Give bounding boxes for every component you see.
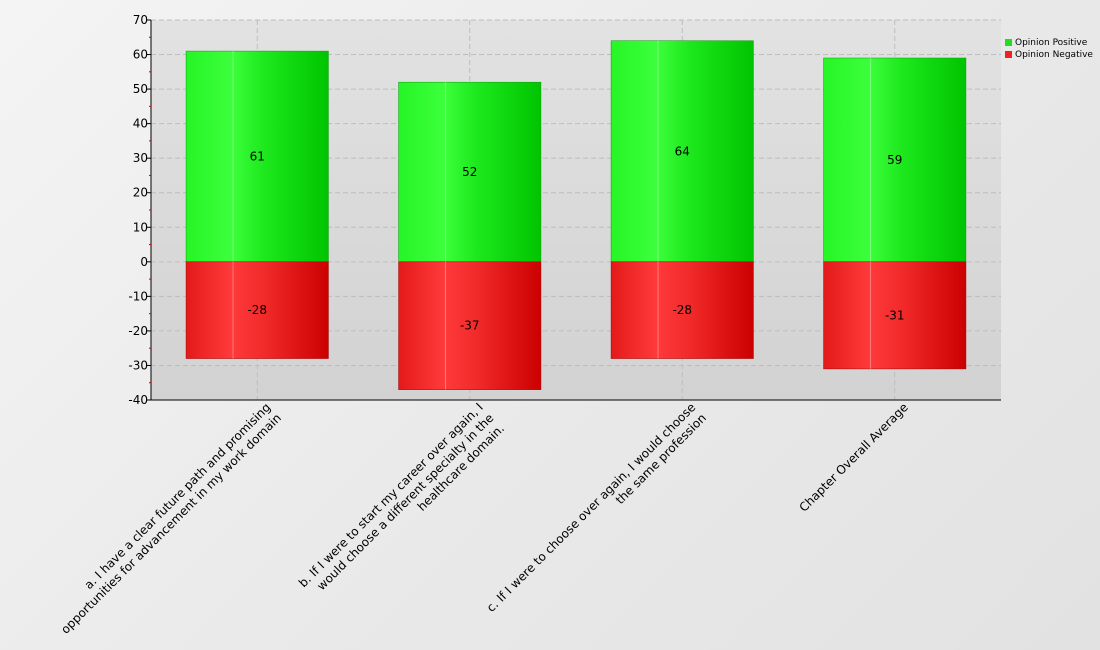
value-labels: 61 52 64 59 -28 -37 -28 -31 xyxy=(247,144,904,332)
y-tick-label: -10 xyxy=(128,289,148,303)
category-label-line: the same profession xyxy=(613,411,709,507)
category-label-line: would choose a different specialty in th… xyxy=(314,411,496,593)
category-label-line: Chapter Overall Average xyxy=(796,400,910,514)
bar-positive xyxy=(610,40,754,263)
value-label-negative: -28 xyxy=(247,303,267,317)
bars xyxy=(185,40,967,390)
y-tick-label: 10 xyxy=(133,220,148,234)
bar-negative xyxy=(610,261,754,359)
axes xyxy=(147,19,1001,401)
legend: Opinion Positive Opinion Negative xyxy=(1005,38,1093,60)
category-labels: a. I have a clear future path and promis… xyxy=(58,400,911,637)
bar-negative xyxy=(398,261,542,390)
value-label-positive: 61 xyxy=(250,149,265,163)
value-label-positive: 64 xyxy=(675,144,690,158)
y-tick-label: 30 xyxy=(133,151,148,165)
y-tick-label: 20 xyxy=(133,186,148,200)
category-label: c. If I were to choose over again, I wou… xyxy=(484,400,709,614)
value-label-positive: 52 xyxy=(462,165,477,179)
bar-negative xyxy=(823,261,967,370)
category-label-line: opportunities for advancement in my work… xyxy=(58,411,284,637)
y-tick-label: 0 xyxy=(140,255,148,269)
y-tick-label: 40 xyxy=(133,117,148,131)
value-label-positive: 59 xyxy=(887,153,902,167)
category-label-line: a. I have a clear future path and promis… xyxy=(82,400,274,592)
bar-positive xyxy=(185,50,329,263)
legend-label-negative: Opinion Negative xyxy=(1015,50,1093,60)
value-label-negative: -28 xyxy=(672,303,692,317)
category-label-line: c. If I were to choose over again, I wou… xyxy=(484,400,698,614)
y-tick-labels: -40 -30 -20 -10 0 10 20 30 40 50 60 70 xyxy=(128,13,148,407)
category-label: b. If I were to start my career over aga… xyxy=(296,400,507,593)
y-tick-label: -30 xyxy=(128,358,148,372)
y-tick-label: 50 xyxy=(133,82,148,96)
category-label: a. I have a clear future path and promis… xyxy=(58,400,284,637)
bar-positive xyxy=(398,81,542,263)
bar-positive xyxy=(823,57,967,263)
y-tick-label: -40 xyxy=(128,393,148,407)
legend-swatch-positive xyxy=(1005,39,1012,46)
y-tick-label: 70 xyxy=(133,13,148,27)
category-label-line: b. If I were to start my career over aga… xyxy=(296,400,486,590)
value-label-negative: -37 xyxy=(460,319,480,333)
category-label: Chapter Overall Average xyxy=(796,400,910,514)
y-tick-label: 60 xyxy=(133,48,148,62)
legend-label-positive: Opinion Positive xyxy=(1015,38,1088,48)
legend-swatch-negative xyxy=(1005,51,1012,58)
value-label-negative: -31 xyxy=(885,308,905,322)
y-tick-label: -20 xyxy=(128,324,148,338)
bar-negative xyxy=(185,261,329,359)
